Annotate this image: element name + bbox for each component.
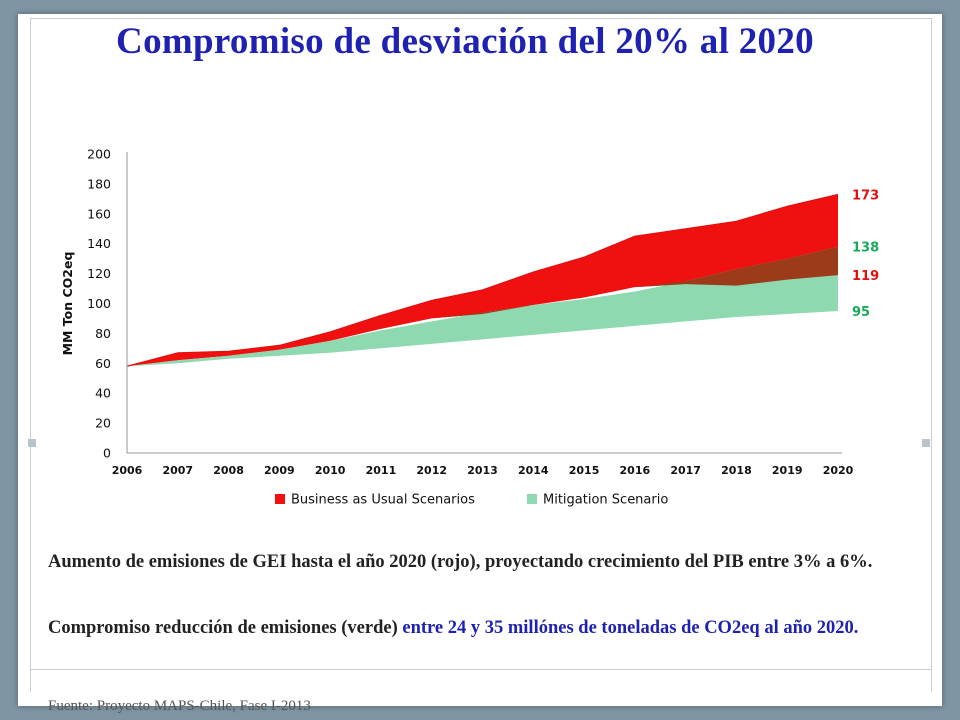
- right-frame-mark: [922, 439, 930, 447]
- paragraph-blue-text: entre 24 y 35 millónes de toneladas de C…: [402, 618, 859, 638]
- bau-upper-line: [126, 193, 839, 367]
- legend-swatch-bau: [275, 494, 285, 504]
- y-tick-label: 40: [95, 386, 111, 401]
- left-frame-mark: [28, 439, 36, 447]
- mitigation-band: [127, 246, 838, 367]
- y-tick-label: 60: [95, 356, 111, 371]
- source-note: Fuente: Proyecto MAPS-Chile, Fase I-2013: [48, 698, 311, 714]
- paragraph-emissions-increase: Aumento de emisiones de GEI hasta el año…: [48, 552, 873, 572]
- y-tick-label: 20: [95, 416, 111, 431]
- legend-label-mitigation: Mitigation Scenario: [543, 493, 668, 508]
- bau-band: [127, 194, 838, 367]
- slide-frame: [30, 18, 932, 692]
- paragraph-reduction-commitment: Compromiso reducción de emisiones (verde…: [48, 618, 912, 639]
- end-value-label: 173: [852, 188, 879, 203]
- y-tick-label: 140: [87, 236, 111, 251]
- x-tick-label: 2014: [518, 464, 549, 477]
- x-tick-label: 2008: [213, 464, 244, 477]
- end-value-label: 95: [852, 305, 870, 320]
- slide-title: Compromiso de desviación del 20% al 2020: [116, 21, 814, 62]
- y-tick-label: 80: [95, 326, 111, 341]
- legend-label-bau: Business as Usual Scenarios: [291, 493, 475, 508]
- y-tick-label: 160: [87, 206, 111, 221]
- x-tick-label: 2006: [112, 464, 143, 477]
- x-tick-label: 2011: [366, 464, 397, 477]
- y-tick-label: 100: [87, 296, 111, 311]
- y-tick-label: 0: [103, 446, 111, 461]
- x-tick-label: 2007: [162, 464, 193, 477]
- x-tick-label: 2012: [416, 464, 447, 477]
- legend-swatch-mitigation: [527, 494, 537, 504]
- x-tick-label: 2015: [569, 464, 600, 477]
- end-value-label: 138: [852, 241, 879, 256]
- footer-divider: [30, 669, 932, 670]
- paragraph-black-text: Compromiso reducción de emisiones (verde…: [48, 618, 403, 638]
- x-tick-label: 2010: [315, 464, 346, 477]
- x-tick-label: 2013: [467, 464, 498, 477]
- x-tick-label: 2017: [670, 464, 701, 477]
- end-value-label: 119: [852, 269, 879, 284]
- y-tick-label: 200: [87, 147, 111, 162]
- x-tick-label: 2018: [721, 464, 752, 477]
- x-tick-label: 2009: [264, 464, 295, 477]
- x-tick-label: 2020: [823, 464, 854, 477]
- emissions-chart: 0 20 40 60 80 100 120 140 160 180 200 2006 2007 2008 2…: [60, 147, 879, 508]
- y-tick-label: 180: [87, 176, 111, 191]
- x-tick-label: 2019: [772, 464, 803, 477]
- x-tick-label: 2016: [620, 464, 651, 477]
- y-tick-label: 120: [87, 266, 111, 281]
- y-axis-label: MM Ton CO2eq: [60, 252, 75, 356]
